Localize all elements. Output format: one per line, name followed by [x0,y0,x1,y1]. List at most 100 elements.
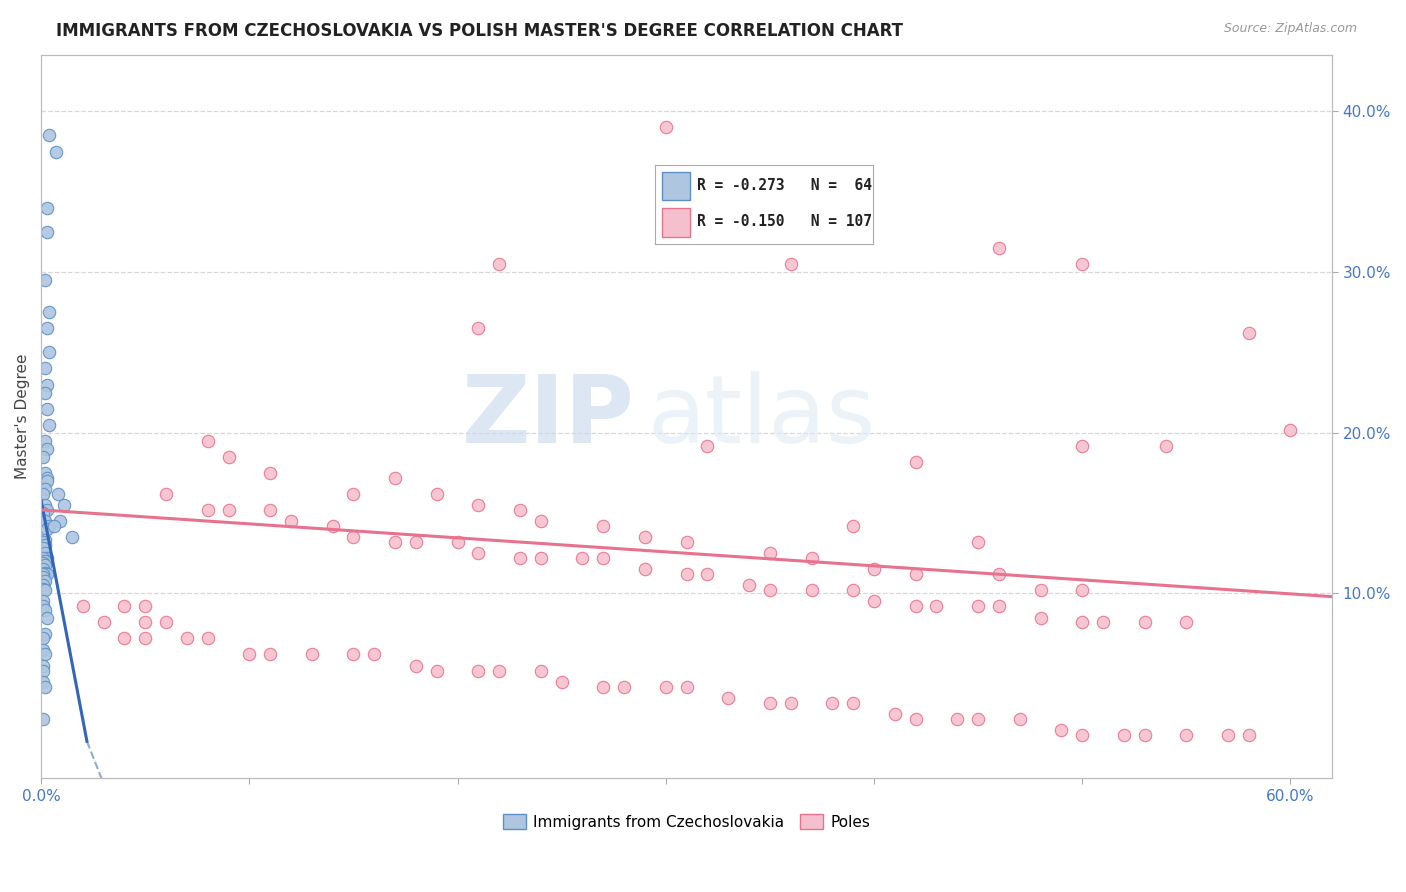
Point [467,321,489,335]
Point [37,522,59,536]
Point [34,626,56,640]
Point [1237,728,1260,742]
Point [32,562,55,576]
Point [218,503,240,517]
Point [925,599,948,614]
Text: ZIP: ZIP [463,371,636,463]
Point [32,658,55,673]
Point [32,712,55,726]
Point [842,583,865,598]
Point [342,487,364,501]
Y-axis label: Master's Degree: Master's Degree [15,354,30,479]
Point [32,582,55,596]
Point [946,712,969,726]
Point [467,664,489,678]
Point [488,664,510,678]
Point [45,145,67,159]
Point [509,503,531,517]
Point [384,535,406,549]
Point [363,648,385,662]
Point [32,551,55,566]
Point [863,594,886,608]
Point [1279,423,1302,437]
Point [1071,615,1094,630]
Point [155,487,177,501]
Point [32,506,55,520]
Point [488,257,510,271]
Point [34,583,56,598]
Point [134,599,156,614]
Point [37,474,59,488]
Point [280,514,302,528]
Point [34,648,56,662]
Point [405,535,427,549]
Point [53,498,76,512]
Point [32,556,55,570]
Point [904,455,927,469]
Point [1029,583,1052,598]
Point [987,241,1010,255]
Point [779,257,801,271]
Point [34,514,56,528]
Point [550,674,572,689]
Point [384,471,406,485]
Point [112,599,135,614]
Point [32,567,55,582]
Point [779,696,801,710]
Point [32,578,55,592]
Point [842,519,865,533]
Point [342,530,364,544]
Point [987,599,1010,614]
Text: R = -0.150   N = 107: R = -0.150 N = 107 [696,214,872,229]
Point [259,503,281,517]
Point [112,632,135,646]
Point [1071,257,1094,271]
Point [342,648,364,662]
Point [259,648,281,662]
Point [32,674,55,689]
Point [176,632,198,646]
Point [32,664,55,678]
Point [883,706,905,721]
Point [34,482,56,496]
Point [634,530,657,544]
Point [32,487,55,501]
Point [134,632,156,646]
Point [301,648,323,662]
Point [592,551,614,566]
Point [759,546,782,560]
Point [863,562,886,576]
Point [675,680,697,694]
Point [34,680,56,694]
Point [259,466,281,480]
Point [37,201,59,215]
Point [1237,326,1260,340]
Point [34,566,56,580]
Point [967,535,990,549]
Point [1133,728,1156,742]
Point [675,567,697,582]
Point [34,533,56,548]
Point [49,514,72,528]
Point [530,551,553,566]
Point [1092,615,1115,630]
Point [1133,615,1156,630]
Point [634,562,657,576]
Point [34,602,56,616]
Point [197,434,219,448]
Point [37,321,59,335]
Point [675,535,697,549]
Point [1008,712,1031,726]
Point [37,471,59,485]
Point [32,570,55,584]
Point [37,401,59,416]
Text: Source: ZipAtlas.com: Source: ZipAtlas.com [1223,22,1357,36]
Point [1071,583,1094,598]
Point [987,567,1010,582]
Point [197,632,219,646]
Point [1071,728,1094,742]
Point [34,466,56,480]
Text: R = -0.273   N =  64: R = -0.273 N = 64 [696,178,872,193]
Point [426,664,449,678]
Point [134,615,156,630]
